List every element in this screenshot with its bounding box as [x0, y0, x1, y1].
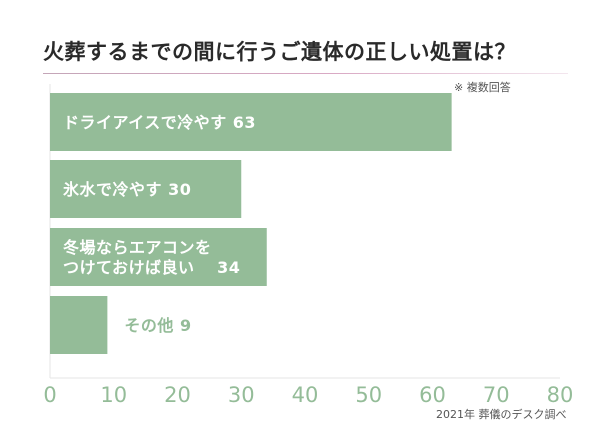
x-tick-label: 20	[164, 383, 191, 407]
multiple-answer-note: ※ 複数回答	[454, 81, 511, 94]
bar-label-2: 冬場ならエアコンをつけておけば良い 34	[63, 238, 240, 277]
source-credit: 2021年 葬儀のデスク調べ	[436, 408, 567, 421]
bar-label-line: その他 9	[124, 316, 191, 335]
bar-label-line: つけておけば良い 34	[63, 258, 240, 277]
bar-label-line: ドライアイスで冷やす 63	[63, 113, 256, 132]
bar-label-1: 氷水で冷やす 30	[63, 180, 191, 199]
title-divider	[43, 73, 568, 74]
bar-3	[50, 296, 108, 354]
bar-1	[50, 160, 242, 218]
x-tick-label: 60	[419, 383, 446, 407]
x-tick-label: 30	[228, 383, 255, 407]
bar-label-0: ドライアイスで冷やす 63	[63, 113, 256, 132]
bar-0	[50, 93, 452, 151]
bar-2	[50, 228, 267, 286]
x-tick-label: 0	[43, 383, 56, 407]
chart-title: 火葬するまでの間に行うご遺体の正しい処置は？	[43, 40, 516, 64]
x-tick-label: 80	[547, 383, 574, 407]
x-tick-label: 10	[100, 383, 127, 407]
x-tick-label: 40	[292, 383, 319, 407]
x-tick-label: 50	[355, 383, 382, 407]
bar-label-3: その他 9	[124, 316, 191, 335]
bar-label-line: 冬場ならエアコンを	[63, 238, 212, 257]
bar-label-line: 氷水で冷やす 30	[63, 180, 191, 199]
x-tick-label: 70	[483, 383, 510, 407]
